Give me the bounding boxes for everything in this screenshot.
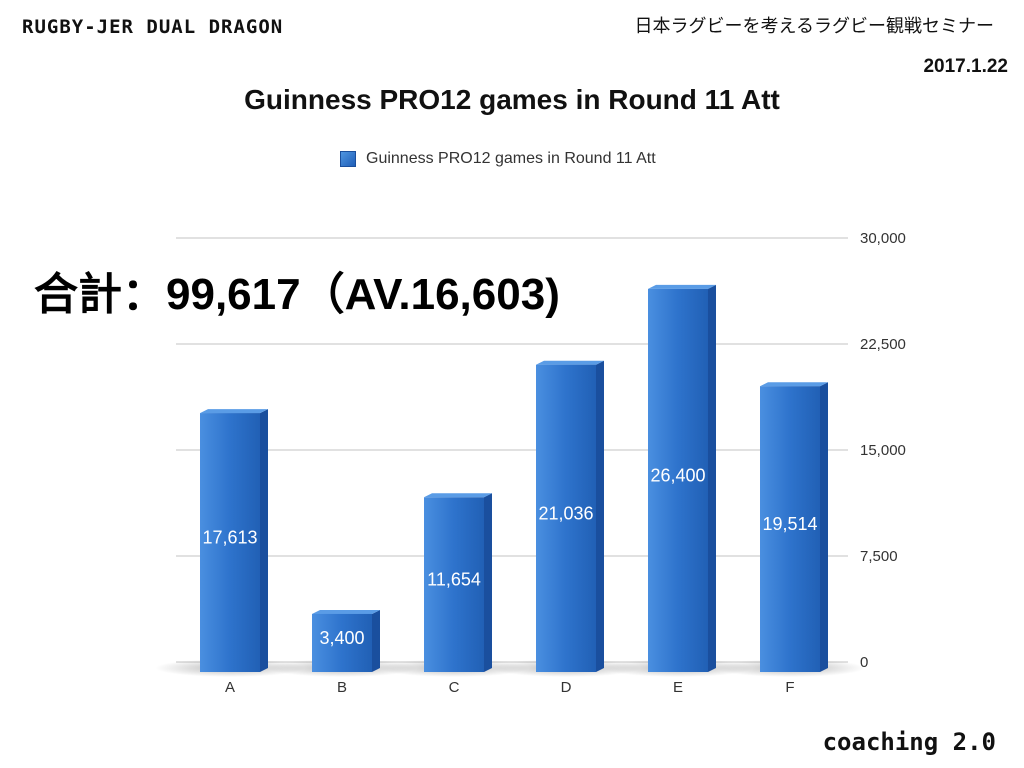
bar xyxy=(200,413,260,672)
legend-label: Guinness PRO12 games in Round 11 Att xyxy=(366,150,656,167)
x-tick-label: E xyxy=(673,679,683,696)
bar-top xyxy=(200,409,268,414)
x-tick-label: C xyxy=(449,679,460,696)
y-tick-label: 30,000 xyxy=(860,230,906,247)
data-label: 11,654 xyxy=(427,570,481,590)
data-label: 21,036 xyxy=(538,503,593,523)
data-label: 3,400 xyxy=(319,628,364,648)
x-tick-label: D xyxy=(561,679,572,696)
y-tick-label: 7,500 xyxy=(860,548,898,565)
bar xyxy=(312,613,372,672)
bar-side xyxy=(820,382,828,672)
data-label: 17,613 xyxy=(202,528,257,548)
bar xyxy=(648,288,708,672)
bar-side xyxy=(596,360,604,672)
chart-legend: Guinness PRO12 games in Round 11 Att xyxy=(340,150,656,168)
y-tick-label: 22,500 xyxy=(860,336,906,353)
bar-top xyxy=(312,609,380,614)
bar-top xyxy=(536,360,604,365)
bar-side xyxy=(372,609,380,672)
x-tick-label: B xyxy=(337,679,347,696)
bar-side xyxy=(484,493,492,672)
seminar-title: 日本ラグビーを考えるラグビー観戦セミナー xyxy=(634,16,994,37)
bar-side xyxy=(708,284,716,672)
data-label: 26,400 xyxy=(650,465,705,485)
y-tick-label: 15,000 xyxy=(860,442,906,459)
bar xyxy=(760,386,820,672)
bar-top xyxy=(760,382,828,387)
legend-swatch xyxy=(340,151,356,167)
y-tick-label: 0 xyxy=(860,654,868,671)
chart-title: Guinness PRO12 games in Round 11 Att xyxy=(244,84,780,115)
bar xyxy=(536,364,596,672)
x-tick-label: F xyxy=(785,679,794,696)
bar-top xyxy=(424,493,492,498)
footer-brand: coaching 2.0 xyxy=(822,728,996,756)
date-label: 2017.1.22 xyxy=(923,56,1008,77)
bar xyxy=(424,497,484,672)
x-tick-label: A xyxy=(225,679,235,696)
brand-logo-text: RUGBY-JER DUAL DRAGON xyxy=(22,16,284,38)
total-attendance: 合計：99,617（AV.16,603) xyxy=(34,270,560,319)
data-label: 19,514 xyxy=(762,514,817,534)
bar-side xyxy=(260,409,268,672)
bar-top xyxy=(648,284,716,289)
